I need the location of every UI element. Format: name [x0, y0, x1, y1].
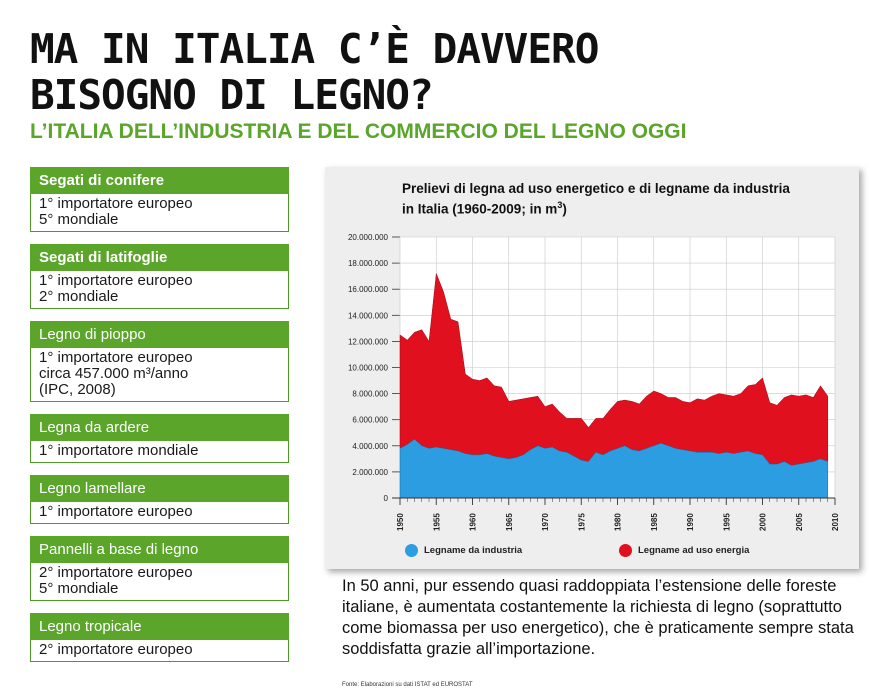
legend-item-energia: Legname ad uso energia: [619, 544, 749, 557]
chart-title-line-1: Prelievi di legna ad uso energetico e di…: [402, 181, 790, 196]
card-body: 1° importatore europeo circa 457.000 m³/…: [30, 348, 289, 402]
y-tick-label: 2.000.000: [352, 468, 388, 477]
card-title: Legno di pioppo: [30, 321, 289, 348]
page-subtitle: L’ITALIA DELL’INDUSTRIA E DEL COMMERCIO …: [30, 120, 687, 143]
chart-title-line-2-end: ): [562, 201, 567, 217]
y-tick-label: 6.000.000: [352, 416, 388, 425]
card-body: 1° importatore europeo 2° mondiale: [30, 271, 289, 309]
card-title: Legno lamellare: [30, 475, 289, 502]
card-line: circa 457.000 m³/anno: [39, 365, 189, 382]
card-segati-conifere: Segati di conifere 1° importatore europe…: [30, 167, 289, 232]
card-title: Segati di latifoglie: [30, 244, 289, 271]
x-tick-label: 2010: [831, 513, 840, 531]
card-line: 2° importatore europeo: [39, 641, 193, 658]
card-line: 1° importatore europeo: [39, 195, 193, 212]
legend-item-industria: Legname da industria: [405, 544, 522, 557]
card-line: 1° importatore mondiale: [39, 442, 199, 459]
x-tick-label: 2000: [759, 513, 768, 531]
y-tick-label: 8.000.000: [352, 390, 388, 399]
title-line-2: BISOGNO DI LEGNO?: [30, 71, 434, 119]
chart-title: Prelievi di legna ad uso energetico e di…: [402, 180, 842, 218]
x-tick-label: 2005: [795, 513, 804, 531]
description-text: In 50 anni, pur essendo quasi raddoppiat…: [342, 577, 854, 658]
x-tick-label: 1970: [541, 513, 550, 531]
card-legno-tropicale: Legno tropicale 2° importatore europeo: [30, 613, 289, 662]
x-tick-label: 1955: [432, 513, 441, 531]
chart-title-superscript: 3: [557, 200, 563, 210]
card-line: (IPC, 2008): [39, 381, 116, 398]
card-legna-ardere: Legna da ardere 1° importatore mondiale: [30, 414, 289, 463]
y-tick-label: 14.000.000: [348, 311, 389, 320]
legend-label-industria: Legname da industria: [424, 545, 523, 556]
card-title: Legno tropicale: [30, 613, 289, 640]
card-legno-pioppo: Legno di pioppo 1° importatore europeo c…: [30, 321, 289, 402]
y-tick-label: 10.000.000: [348, 364, 389, 373]
y-tick-label: 20.000.000: [348, 233, 389, 242]
x-tick-label: 1995: [722, 513, 731, 531]
card-line: 2° importatore europeo: [39, 564, 193, 581]
card-line: 1° importatore europeo: [39, 503, 193, 520]
source-note: Fonte: Elaborazioni su dati ISTAT ed EUR…: [342, 682, 473, 688]
card-line: 5° mondiale: [39, 211, 119, 228]
card-body: 2° importatore europeo 5° mondiale: [30, 563, 289, 601]
card-body: 1° importatore europeo 5° mondiale: [30, 194, 289, 232]
title-line-1: MA IN ITALIA C’È DAVVERO: [30, 25, 599, 73]
card-line: 1° importatore europeo: [39, 349, 193, 366]
y-tick-label: 12.000.000: [348, 337, 389, 346]
x-tick-label: 1965: [505, 513, 514, 531]
card-title: Segati di conifere: [30, 167, 289, 194]
chart-panel: Prelievi di legna ad uso energetico e di…: [325, 167, 859, 569]
y-tick-label: 16.000.000: [348, 285, 389, 294]
y-tick-label: 18.000.000: [348, 259, 389, 268]
x-tick-label: 1960: [469, 513, 478, 531]
x-tick-label: 1950: [396, 513, 405, 531]
card-segati-latifoglie: Segati di latifoglie 1° importatore euro…: [30, 244, 289, 309]
card-body: 1° importatore mondiale: [30, 441, 289, 463]
card-title: Legna da ardere: [30, 414, 289, 441]
card-body: 2° importatore europeo: [30, 640, 289, 662]
x-tick-label: 1990: [686, 513, 695, 531]
y-tick-label: 0: [384, 494, 389, 503]
card-line: 2° mondiale: [39, 288, 119, 305]
x-tick-label: 1985: [650, 513, 659, 531]
card-legno-lamellare: Legno lamellare 1° importatore europeo: [30, 475, 289, 524]
x-tick-label: 1975: [577, 513, 586, 531]
legend-label-energia: Legname ad uso energia: [638, 545, 750, 556]
legend-dot-industria: [405, 544, 418, 557]
chart-title-line-2: in Italia (1960-2009; in m: [402, 201, 558, 217]
area-chart: 0 2.000.000 4.000.000 6.000.000 8.000.000 10.…: [348, 233, 840, 531]
card-body: 1° importatore europeo: [30, 502, 289, 524]
series-area-industria: [399, 438, 829, 499]
legend-dot-energia: [619, 544, 632, 557]
card-title: Pannelli a base di legno: [30, 536, 289, 563]
y-tick-label: 4.000.000: [352, 442, 388, 451]
card-line: 5° mondiale: [39, 580, 119, 597]
card-line: 1° importatore europeo: [39, 272, 193, 289]
card-pannelli-legno: Pannelli a base di legno 2° importatore …: [30, 536, 289, 601]
x-tick-label: 1980: [614, 513, 623, 531]
page-title: MA IN ITALIA C’È DAVVERO BISOGNO DI LEGN…: [30, 25, 599, 119]
